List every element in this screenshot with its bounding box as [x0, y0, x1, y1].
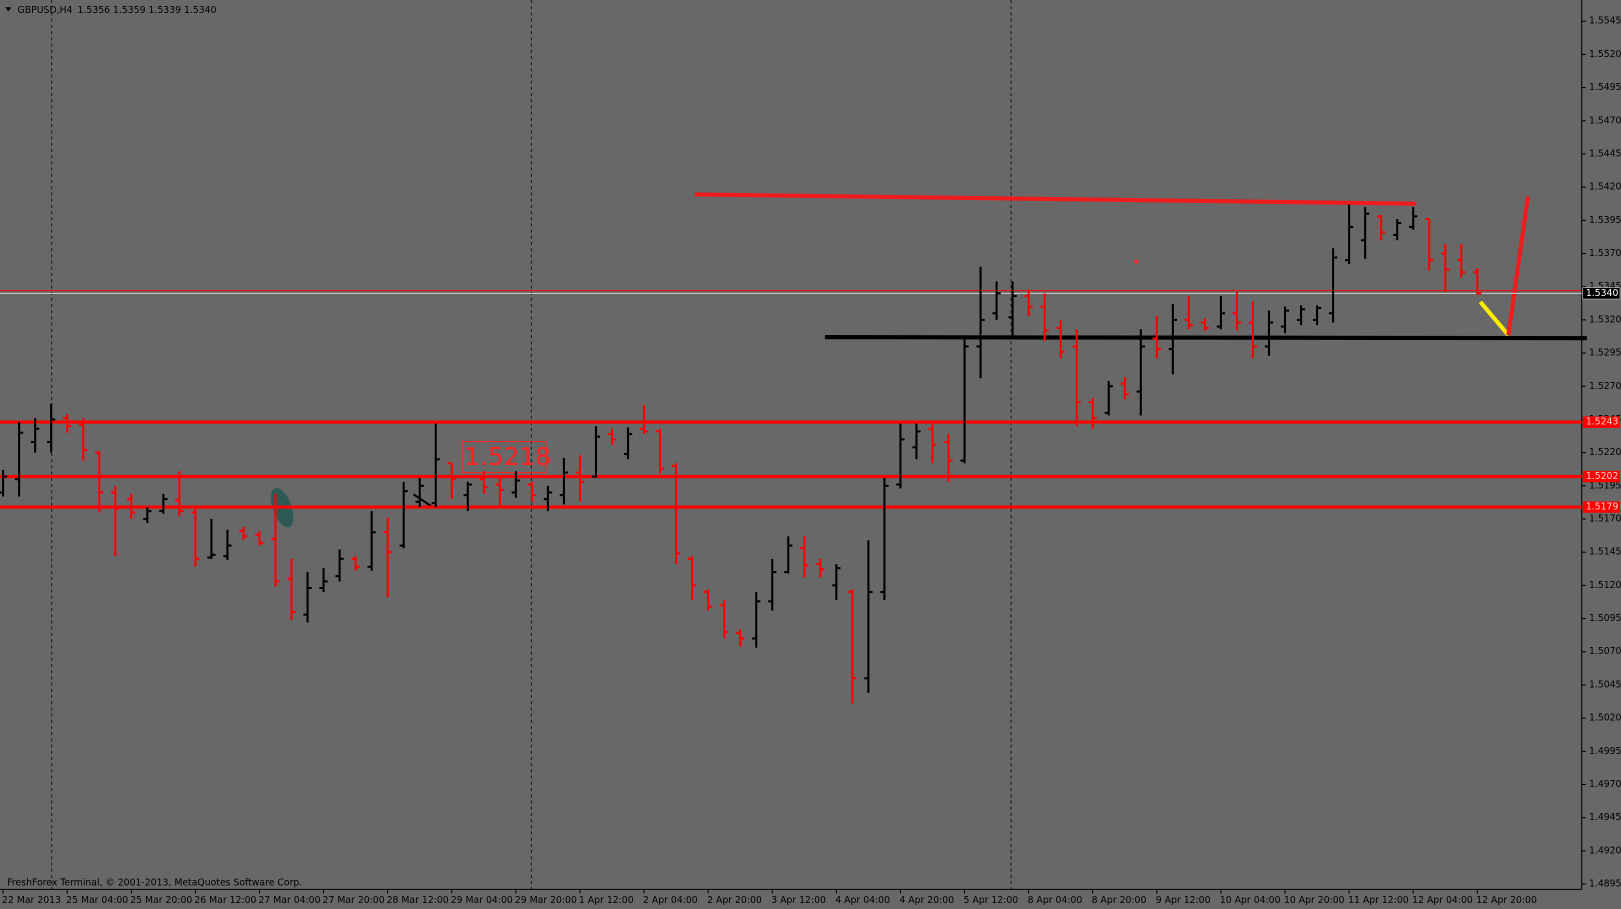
y-tick-label: 1.4945 — [1589, 812, 1621, 823]
level-price-label: 1.5179 — [1586, 502, 1619, 513]
y-tick-label: 1.5520 — [1589, 49, 1621, 60]
y-tick-label: 1.5170 — [1589, 514, 1621, 525]
projection-line — [1478, 300, 1510, 337]
x-tick-label: 28 Mar 12:00 — [387, 895, 449, 906]
y-tick-label: 1.4895 — [1589, 879, 1621, 890]
x-tick-label: 25 Mar 04:00 — [66, 895, 128, 906]
x-tick-label: 10 Apr 20:00 — [1284, 895, 1345, 906]
level-price-box — [1582, 501, 1620, 513]
x-tick-label: 10 Apr 04:00 — [1220, 895, 1281, 906]
y-tick-label: 1.5020 — [1589, 713, 1621, 724]
x-tick-label: 12 Apr 04:00 — [1412, 895, 1473, 906]
y-tick-label: 1.5295 — [1589, 348, 1621, 359]
x-tick-label: 29 Mar 20:00 — [515, 895, 577, 906]
y-tick-label: 1.5495 — [1589, 82, 1621, 93]
support-line — [824, 335, 1587, 341]
y-tick-label: 1.5420 — [1589, 182, 1621, 193]
bid-price-label: 1.5340 — [1586, 288, 1619, 299]
x-tick-label: 27 Mar 20:00 — [323, 895, 385, 906]
drawings — [0, 0, 1587, 890]
menu-icon — [5, 7, 12, 12]
level-price-label: 1.5202 — [1586, 471, 1619, 482]
bid-price-box — [1582, 287, 1621, 300]
y-tick-label: 1.5195 — [1589, 480, 1621, 491]
chart-title: GBPUSD,H4 — [18, 5, 73, 16]
x-tick-label: 9 Apr 12:00 — [1156, 895, 1211, 906]
x-tick-label: 4 Apr 20:00 — [899, 895, 954, 906]
footer: FreshForex Terminal, © 2001-2013, MetaQu… — [7, 878, 302, 889]
y-tick-label: 1.5445 — [1589, 148, 1621, 159]
x-tick-label: 27 Mar 04:00 — [258, 895, 320, 906]
chart-subtitle: 1.5356 1.5359 1.5339 1.5340 — [78, 5, 217, 16]
x-tick-label: 22 Mar 2013 — [2, 895, 61, 906]
drawn-segment — [412, 493, 433, 508]
y-tick-label: 1.5395 — [1589, 215, 1621, 226]
y-tick-label: 1.5120 — [1589, 580, 1621, 591]
x-tick-label: 2 Apr 04:00 — [643, 895, 698, 906]
y-tick-label: 1.4920 — [1589, 845, 1621, 856]
y-tick-label: 1.5270 — [1589, 381, 1621, 392]
x-tick-label: 26 Mar 12:00 — [194, 895, 256, 906]
y-tick-label: 1.5470 — [1589, 115, 1621, 126]
y-tick-label: 1.5345 — [1589, 281, 1621, 292]
y-tick-label: 1.5220 — [1589, 447, 1621, 458]
annotation-box — [461, 441, 547, 474]
x-tick-label: 2 Apr 20:00 — [707, 895, 762, 906]
projection-line — [1506, 196, 1531, 336]
y-tick-label: 1.5370 — [1589, 248, 1621, 259]
y-tick-label: 1.5145 — [1589, 547, 1621, 558]
x-tick-label: 8 Apr 20:00 — [1092, 895, 1147, 906]
x-tick-label: 5 Apr 12:00 — [964, 895, 1019, 906]
marker-dot — [1134, 259, 1139, 264]
x-tick-label: 29 Mar 04:00 — [451, 895, 513, 906]
x-tick-label: 8 Apr 04:00 — [1028, 895, 1083, 906]
y-tick-label: 1.5320 — [1589, 314, 1621, 325]
y-tick-label: 1.4970 — [1589, 779, 1621, 790]
trend-line — [694, 192, 1417, 206]
level-price-label: 1.5243 — [1586, 417, 1619, 428]
x-tick-label: 1 Apr 12:00 — [579, 895, 634, 906]
x-tick-label: 12 Apr 20:00 — [1476, 895, 1537, 906]
annotation-text: 1.5218 — [464, 442, 551, 471]
y-tick-label: 1.4995 — [1589, 746, 1621, 757]
y-tick-label: 1.5095 — [1589, 613, 1621, 624]
x-tick-label: 3 Apr 12:00 — [771, 895, 826, 906]
x-tick-label: 25 Mar 20:00 — [130, 895, 192, 906]
y-tick-label: 1.5545 — [1589, 16, 1621, 27]
y-tick-label: 1.5070 — [1589, 646, 1621, 657]
level-price-box — [1582, 470, 1620, 483]
x-tick-label: 11 Apr 12:00 — [1348, 895, 1409, 906]
level-price-box — [1582, 416, 1620, 428]
y-tick-label: 1.5045 — [1589, 679, 1621, 690]
x-tick-label: 4 Apr 04:00 — [835, 895, 890, 906]
